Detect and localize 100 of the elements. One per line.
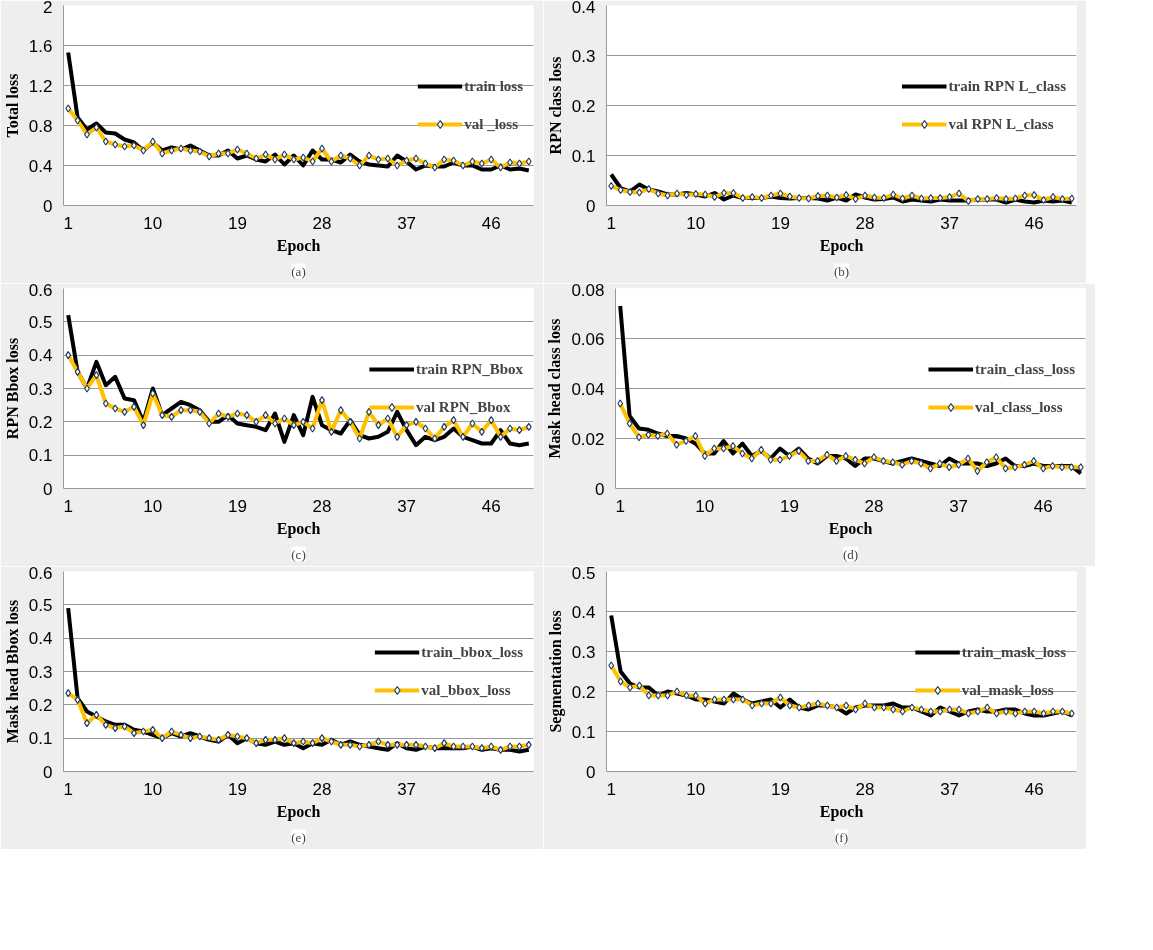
y-tick-label: 0.5 (28, 595, 53, 615)
x-tick-label: 10 (686, 213, 706, 233)
x-axis-title: Epoch (276, 236, 321, 255)
legend-label: val _loss (464, 115, 518, 133)
y-axis-title: Mask head class loss (546, 318, 564, 459)
y-tick-label: 0.3 (571, 46, 596, 66)
y-tick-label: 0.6 (28, 563, 53, 583)
x-tick-label: 1 (63, 213, 73, 233)
text: (e) (291, 829, 306, 845)
x-tick-label: 37 (940, 213, 960, 233)
y-tick-label: 0.04 (571, 379, 605, 399)
y-tick-label: 0.3 (28, 379, 53, 399)
x-tick-label: 46 (481, 213, 501, 233)
x-axis-title: Epoch (819, 802, 864, 821)
x-tick-label: 19 (227, 213, 247, 233)
y-tick-label: 0.5 (571, 563, 596, 583)
x-axis-title: Epoch (828, 519, 873, 538)
y-tick-label: 0.08 (571, 280, 605, 300)
x-tick-label: 46 (481, 496, 501, 516)
y-tick-label: 0 (43, 762, 53, 782)
x-tick-label: 37 (397, 496, 417, 516)
y-tick-label: 0.02 (571, 429, 605, 449)
y-tick-label: 1.6 (28, 36, 53, 56)
x-axis-title: Epoch (276, 519, 321, 538)
x-tick-label: 19 (227, 496, 247, 516)
legend-label: val_bbox_loss (421, 681, 511, 699)
legend-label: train_mask_loss (961, 643, 1066, 661)
legend-label: val RPN_Bbox (415, 398, 511, 416)
x-tick-label: 10 (143, 496, 163, 516)
legend-label: train_bbox_loss (421, 643, 523, 661)
y-tick-label: 0.4 (571, 602, 596, 622)
x-tick-label: 19 (770, 779, 790, 799)
y-tick-label: 1.2 (28, 76, 53, 96)
y-tick-label: 0.2 (571, 682, 596, 702)
x-tick-label: 28 (312, 779, 332, 799)
x-axis-title: Epoch (276, 802, 321, 821)
y-tick-label: 0 (586, 762, 596, 782)
x-tick-label: 10 (686, 779, 706, 799)
y-tick-label: 0 (43, 196, 53, 216)
y-tick-label: 2 (43, 0, 53, 17)
x-tick-label: 1 (615, 496, 625, 516)
text: (a) (291, 263, 306, 279)
legend-label: train RPN_Bbox (415, 360, 523, 378)
y-tick-label: 0.4 (28, 346, 53, 366)
y-tick-label: 0 (595, 479, 605, 499)
x-tick-label: 28 (312, 496, 332, 516)
y-tick-label: 0.3 (571, 642, 596, 662)
y-tick-label: 0.1 (571, 146, 596, 166)
x-tick-label: 10 (143, 213, 163, 233)
x-tick-label: 19 (227, 779, 247, 799)
y-tick-label: 0.4 (571, 0, 596, 17)
y-axis-title: RPN Bbox loss (3, 337, 21, 440)
text: (d) (842, 546, 859, 562)
legend-label: val RPN L_class (948, 115, 1054, 133)
y-tick-label: 0.1 (571, 722, 596, 742)
x-tick-label: 46 (1024, 779, 1044, 799)
x-tick-label: 10 (143, 779, 163, 799)
x-tick-label: 1 (606, 213, 616, 233)
text: (c) (291, 546, 306, 562)
y-tick-label: 0.2 (571, 96, 596, 116)
y-tick-label: 0.2 (28, 412, 53, 432)
y-tick-label: 0.6 (28, 280, 53, 300)
x-tick-label: 10 (695, 496, 715, 516)
y-tick-label: 0.5 (28, 312, 53, 332)
x-tick-label: 1 (63, 496, 73, 516)
x-tick-label: 37 (397, 779, 417, 799)
x-tick-label: 28 (855, 779, 875, 799)
legend-label: val_class_loss (974, 398, 1063, 416)
y-tick-label: 0 (43, 479, 53, 499)
x-tick-label: 28 (312, 213, 332, 233)
x-tick-label: 46 (1024, 213, 1044, 233)
legend-label: train loss (464, 77, 523, 95)
y-tick-label: 0.4 (28, 629, 53, 649)
x-tick-label: 46 (1033, 496, 1053, 516)
legend-label: train_class_loss (974, 360, 1075, 378)
y-tick-label: 0.4 (28, 156, 53, 176)
y-tick-label: 0.2 (28, 695, 53, 715)
text: (f) (835, 829, 849, 845)
x-tick-label: 1 (63, 779, 73, 799)
y-axis-title: RPN class loss (546, 56, 564, 155)
x-tick-label: 19 (770, 213, 790, 233)
y-tick-label: 0.3 (28, 662, 53, 682)
y-axis-title: Segmentation loss (546, 610, 565, 733)
x-tick-label: 28 (855, 213, 875, 233)
x-tick-label: 46 (481, 779, 501, 799)
x-tick-label: 37 (940, 779, 960, 799)
x-tick-label: 37 (397, 213, 417, 233)
x-tick-label: 19 (779, 496, 799, 516)
text: (b) (833, 263, 850, 279)
y-tick-label: 0.06 (571, 329, 605, 349)
legend-label: train RPN L_class (948, 77, 1066, 95)
y-tick-label: 0.8 (28, 116, 53, 136)
y-tick-label: 0.1 (28, 446, 53, 466)
x-axis-title: Epoch (819, 236, 864, 255)
y-tick-label: 0 (586, 196, 596, 216)
x-tick-label: 28 (864, 496, 884, 516)
x-tick-label: 1 (606, 779, 616, 799)
y-axis-title: Total loss (3, 73, 21, 138)
y-tick-label: 0.1 (28, 729, 53, 749)
legend-label: val_mask_loss (961, 681, 1054, 699)
